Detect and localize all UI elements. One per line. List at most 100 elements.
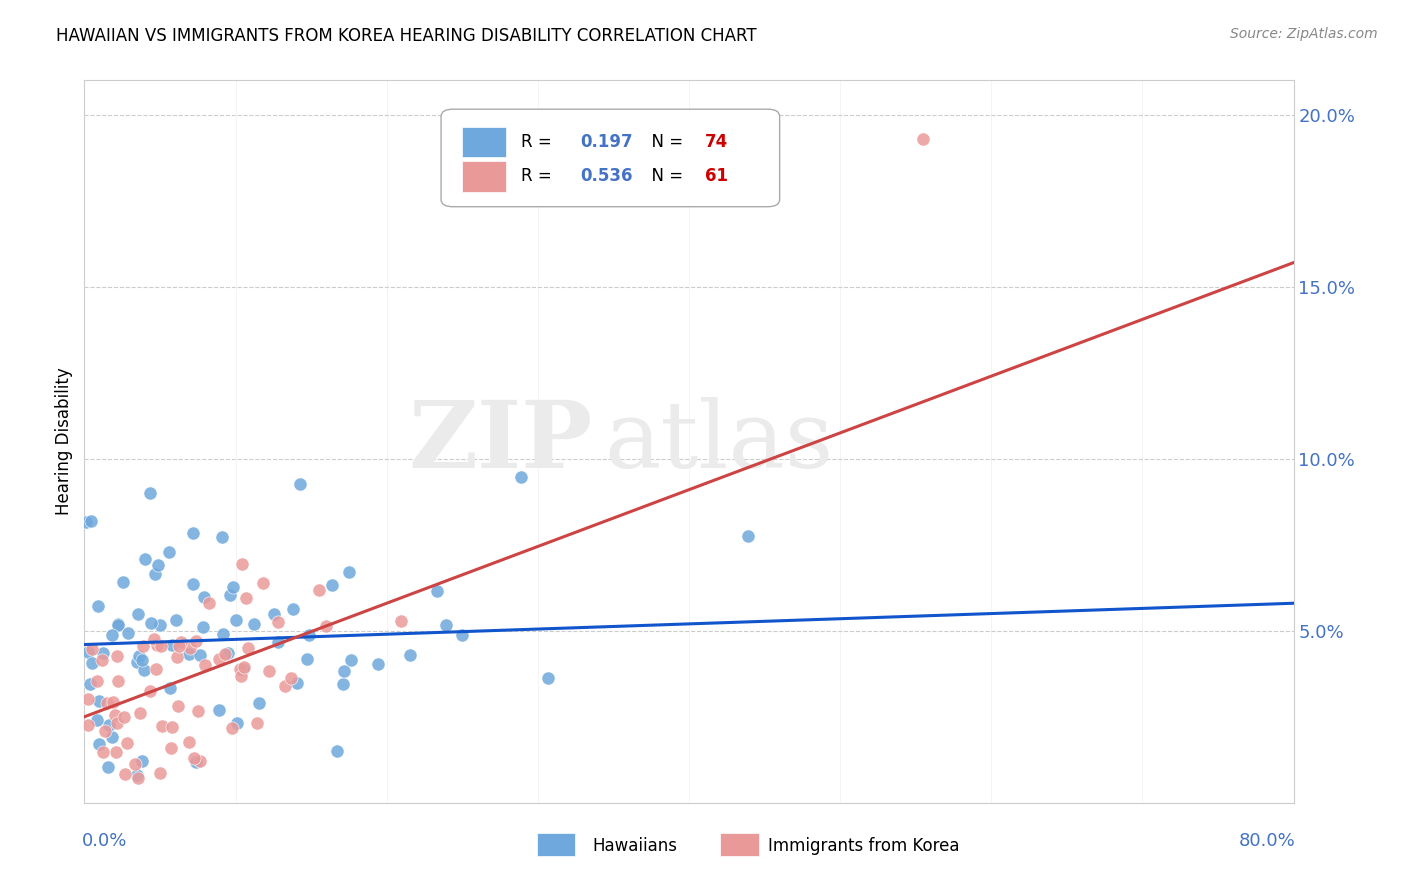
FancyBboxPatch shape <box>537 833 575 856</box>
Point <box>181 525 204 540</box>
Point <box>94 723 117 738</box>
Point <box>315 619 337 633</box>
Point <box>115 736 138 750</box>
Point <box>214 648 236 662</box>
Point <box>187 704 209 718</box>
Point <box>139 486 162 500</box>
Text: 80.0%: 80.0% <box>1239 831 1296 850</box>
Point <box>207 652 229 666</box>
Text: ZIP: ZIP <box>408 397 592 486</box>
Point <box>162 638 184 652</box>
Point <box>217 647 239 661</box>
Point <box>367 657 389 671</box>
Point <box>86 713 108 727</box>
FancyBboxPatch shape <box>441 109 780 207</box>
Point <box>89 737 111 751</box>
Point <box>290 477 312 491</box>
Point <box>183 751 205 765</box>
Point <box>149 766 172 780</box>
Point <box>146 638 169 652</box>
Text: 0.536: 0.536 <box>581 168 633 186</box>
Point <box>127 607 149 621</box>
Point <box>337 565 360 579</box>
Point <box>166 613 188 627</box>
Point <box>184 634 207 648</box>
Point <box>177 648 200 662</box>
Point <box>87 694 110 708</box>
Point <box>112 710 135 724</box>
Point <box>86 673 108 688</box>
Point <box>149 640 172 654</box>
Point <box>91 745 114 759</box>
Point <box>131 653 153 667</box>
Point <box>280 671 302 685</box>
Point <box>188 648 211 662</box>
Point <box>79 677 101 691</box>
Point <box>389 614 412 628</box>
Point <box>333 664 356 678</box>
Point <box>100 628 122 642</box>
Point <box>159 681 181 696</box>
Text: R =: R = <box>520 168 557 186</box>
Text: N =: N = <box>641 168 688 186</box>
Point <box>537 671 560 685</box>
Point <box>107 616 129 631</box>
Point <box>181 577 204 591</box>
Point <box>191 620 214 634</box>
Point <box>124 757 146 772</box>
Point <box>127 771 149 785</box>
Point <box>134 552 156 566</box>
Point <box>298 628 321 642</box>
Point <box>107 673 129 688</box>
Text: Hawaiians: Hawaiians <box>592 838 678 855</box>
Point <box>75 515 97 529</box>
Point <box>225 613 247 627</box>
Point <box>77 692 100 706</box>
Point <box>80 642 103 657</box>
Point <box>326 744 349 758</box>
Point <box>226 716 249 731</box>
Point <box>222 580 245 594</box>
Point <box>131 754 153 768</box>
Point <box>340 653 363 667</box>
Point <box>79 514 101 528</box>
Point <box>150 719 173 733</box>
Point <box>231 557 253 571</box>
Point <box>235 591 257 605</box>
Point <box>193 590 215 604</box>
Point <box>426 584 449 599</box>
Point <box>263 607 285 621</box>
Point <box>91 646 114 660</box>
Point <box>114 767 136 781</box>
Point <box>142 632 165 647</box>
Point <box>184 755 207 769</box>
Point <box>160 720 183 734</box>
Point <box>218 589 240 603</box>
Point <box>283 602 305 616</box>
Point <box>157 545 180 559</box>
Point <box>243 616 266 631</box>
Point <box>104 745 127 759</box>
Point <box>167 699 190 714</box>
Point <box>737 529 759 543</box>
Point <box>332 677 354 691</box>
Point <box>80 656 103 670</box>
Point <box>141 615 163 630</box>
Text: 74: 74 <box>704 133 728 151</box>
Point <box>125 768 148 782</box>
Point <box>267 635 290 649</box>
Text: atlas: atlas <box>605 397 834 486</box>
Point <box>179 641 201 656</box>
Point <box>208 703 231 717</box>
Point <box>127 655 149 669</box>
Point <box>297 652 319 666</box>
Point <box>111 574 134 589</box>
Point <box>96 696 118 710</box>
Point <box>132 639 155 653</box>
Point <box>252 576 274 591</box>
Point <box>76 645 98 659</box>
Point <box>128 649 150 664</box>
Point <box>194 658 217 673</box>
Point <box>132 663 155 677</box>
Point <box>149 618 172 632</box>
